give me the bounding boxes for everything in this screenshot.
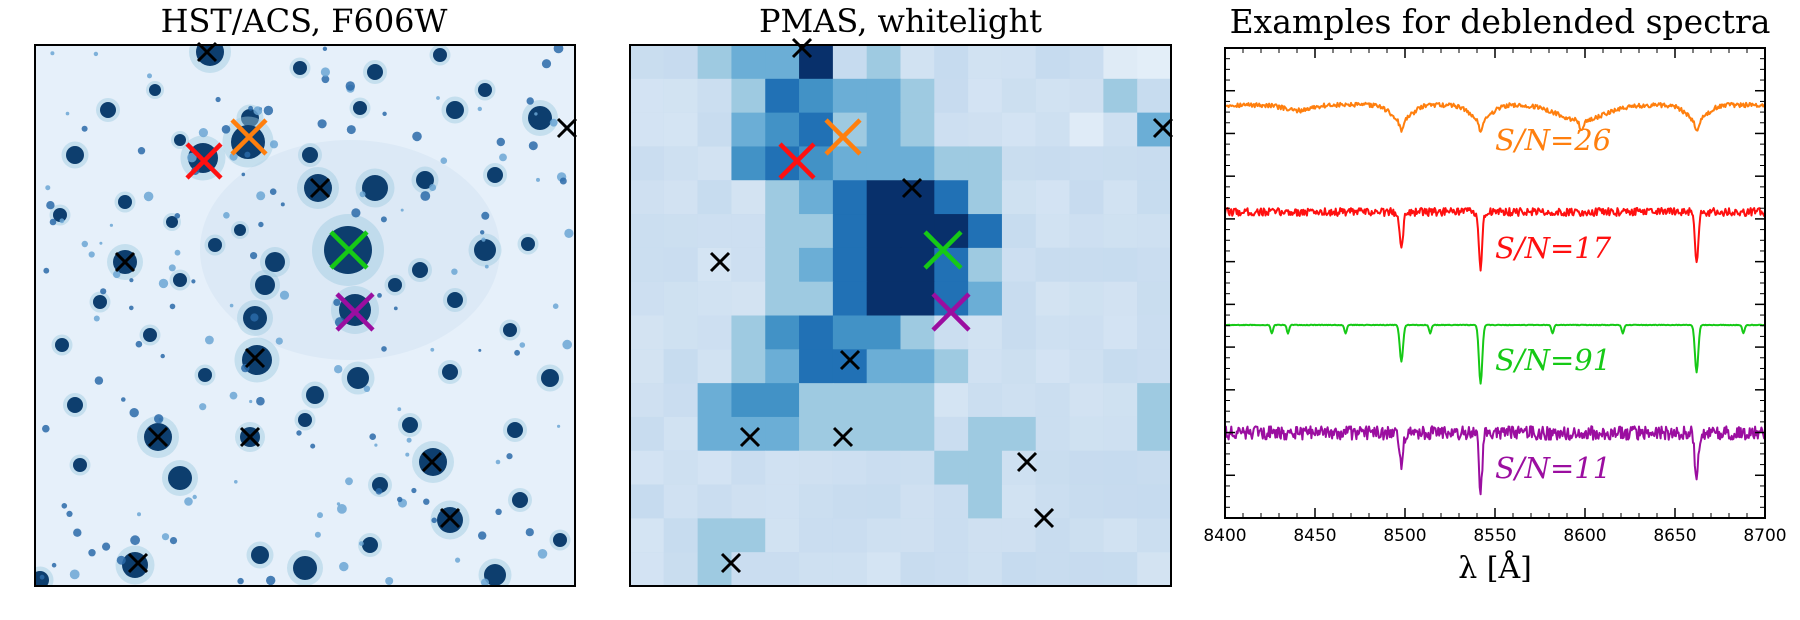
x-tick-label: 8550 — [1473, 526, 1516, 546]
hst-panel-title: HST/ACS, F606W — [160, 2, 448, 40]
snr-label-green: S/N=91 — [1495, 343, 1611, 377]
snr-label-purple: S/N=11 — [1495, 451, 1611, 485]
x-tick-label: 8500 — [1383, 526, 1426, 546]
x-tick-label: 8650 — [1653, 526, 1696, 546]
spectrum-line-purple — [1224, 425, 1766, 496]
x-tick-label: 8400 — [1203, 526, 1246, 546]
spectra-plot-frame — [1224, 47, 1766, 519]
x-axis-label: λ [Å] — [1458, 550, 1532, 586]
spectra-panel-title: Examples for deblended spectra — [1229, 2, 1771, 41]
x-tick-label: 8450 — [1293, 526, 1336, 546]
snr-label-red: S/N=17 — [1495, 231, 1612, 265]
spectrum-line-orange — [1224, 101, 1766, 133]
spectrum-line-green — [1224, 323, 1766, 385]
x-tick-label: 8600 — [1563, 526, 1606, 546]
x-tick-label: 8700 — [1743, 526, 1786, 546]
spectrum-line-red — [1224, 207, 1766, 272]
pmas-panel-title: PMAS, whitelight — [759, 2, 1042, 40]
snr-label-orange: S/N=26 — [1495, 123, 1611, 157]
